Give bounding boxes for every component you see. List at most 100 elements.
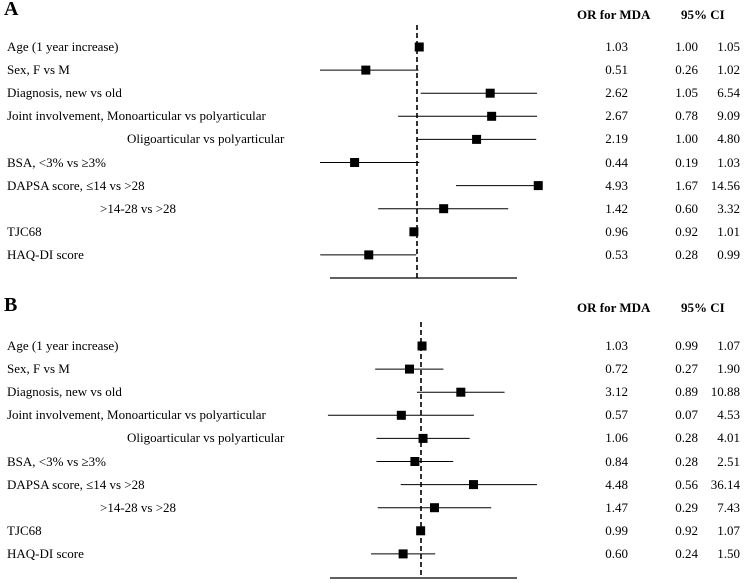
panel-b-ci-low: 0.29 [675,499,698,515]
panel-b-or-marker [468,480,478,490]
panel-b-header-ci: 95% CI [681,300,725,315]
panel-b-ci-high: 4.01 [717,430,740,446]
panel-a-or-marker [364,250,374,260]
panel-b-ci-low: 0.28 [675,430,698,446]
panel-b-ci-high: 1.07 [717,522,740,538]
panel-a-row-label: DAPSA score, ≤14 vs >28 [7,177,145,193]
panel-a-ci-low: 0.26 [675,62,698,78]
panel-a-or-value: 2.67 [605,108,628,124]
panel-b-label: B [4,294,18,316]
panel-b-ci-low: 0.56 [675,476,698,492]
panel-b-ci-high: 1.07 [717,338,740,353]
panel-b-row-label: HAQ-DI score [7,545,84,561]
panel-b-or-value: 3.12 [605,384,628,400]
panel-b-or-marker [398,549,408,559]
panel-b-ci-low: 0.24 [675,545,698,561]
panel-b-ci-low: 0.92 [675,522,698,538]
panel-a-ci-low: 0.78 [675,108,698,124]
panel-b-or-value: 1.03 [605,338,628,353]
panel-a-or-marker [350,158,360,167]
panel-a-or-marker [439,204,449,214]
panel-a-row-label: HAQ-DI score [7,246,84,262]
panel-b-row-label: BSA, <3% vs ≥3% [7,453,106,469]
panel-b-or-value: 0.72 [605,361,628,377]
panel-b-ci-low: 0.28 [675,453,698,469]
panel-a-or-marker [414,42,424,52]
panel-a-row-label: Age (1 year increase) [7,39,119,54]
panel-b-row-label: Age (1 year increase) [7,338,119,353]
panel-b-or-marker [456,387,466,397]
panel-b-ci-low: 0.27 [675,361,698,377]
panel-a-row-label: BSA, <3% vs ≥3% [7,154,106,170]
panel-b-or-marker [417,341,427,351]
panel-b-or-marker [405,364,415,374]
panel-b-or-marker [396,410,406,420]
panel-b-ci-low: 0.89 [675,384,698,400]
panel-a-row-label: TJC68 [7,223,42,239]
panel-b-row-label: Oligoarticular vs polyarticular [127,430,285,446]
panel-a-header-ci: 95% CI [681,7,725,22]
panel-a-or-marker [361,65,371,75]
panel-b-ci-low: 0.07 [675,407,698,423]
panel-a-row-label: >14-28 vs >28 [100,200,177,216]
panel-a-row-label: Joint involvement, Monoarticular vs poly… [7,108,266,124]
panel-a-ci-low: 0.60 [675,200,698,216]
panel-a-ci-low: 1.67 [675,177,698,193]
panel-a-ci-high: 6.54 [717,85,740,101]
panel-a-ci-low: 0.28 [675,246,698,262]
panel-a-or-marker [409,227,419,237]
panel-b-or-value: 1.06 [605,430,628,446]
panel-b-row-label: >14-28 vs >28 [100,499,177,515]
panel-a-row-label: Sex, F vs M [7,62,70,78]
panel-a-ci-high: 3.32 [717,200,740,216]
panel-a-or-value: 1.03 [605,39,628,54]
panel-b-ci-high: 7.43 [717,499,740,515]
panel-a-ci-high: 1.03 [717,154,740,170]
panel-b-or-value: 4.48 [605,476,628,492]
panel-a-or-value: 0.44 [605,154,628,170]
panel-b-or-value: 0.60 [605,545,628,561]
panel-a-or-marker [487,111,497,121]
panel-b-ci-high: 1.50 [717,545,740,561]
panel-b-or-marker [429,503,439,513]
panel-a-or-value: 1.42 [605,200,628,216]
panel-a-ci-low: 1.05 [675,85,698,101]
panel-b-or-marker [418,433,428,443]
panel-b-or-value: 1.47 [605,499,628,515]
panel-b-ci-high: 36.14 [710,476,740,492]
panel-a-or-value: 2.19 [605,131,628,147]
panel-a-header-or: OR for MDA [577,7,651,22]
panel-b-ci-low: 0.99 [675,338,698,353]
panel-a-or-value: 0.51 [605,62,628,78]
panel-a-or-value: 4.93 [605,177,628,193]
panel-a-ci-low: 1.00 [675,39,698,54]
panel-a-ci-high: 14.56 [710,177,740,193]
panel-a-ci-low: 0.92 [675,223,698,239]
panel-a-ci-high: 4.80 [717,131,740,147]
panel-b-or-marker [410,457,420,466]
panel-b-row-label: Diagnosis, new vs old [7,384,122,400]
panel-a-or-marker [533,181,543,191]
panel-b-ci-high: 4.53 [717,407,740,423]
panel-a-ci-low: 0.19 [675,154,698,170]
panel-b-row-label: TJC68 [7,522,42,538]
panel-a-or-marker [472,134,482,144]
panel-a-or-value: 0.53 [605,246,628,262]
panel-b-row-label: Joint involvement, Monoarticular vs poly… [7,407,266,423]
panel-b-ci-high: 2.51 [717,453,740,469]
panel-a-row-label: Diagnosis, new vs old [7,85,122,101]
panel-a-ci-high: 0.99 [717,246,740,262]
panel-a-ci-high: 1.02 [717,62,740,78]
panel-b-header-or: OR for MDA [577,300,651,315]
panel-a-or-value: 0.96 [605,223,628,239]
panel-a-or-marker [485,88,495,98]
panel-b-or-value: 0.84 [605,453,628,469]
panel-b-or-marker [416,526,426,536]
panel-a-ci-high: 9.09 [717,108,740,124]
panel-b-row-label: DAPSA score, ≤14 vs >28 [7,476,145,492]
panel-a-or-value: 2.62 [605,85,628,101]
panel-b-ci-high: 1.90 [717,361,740,377]
panel-b-or-value: 0.57 [605,407,628,423]
panel-a-label: A [4,0,19,20]
